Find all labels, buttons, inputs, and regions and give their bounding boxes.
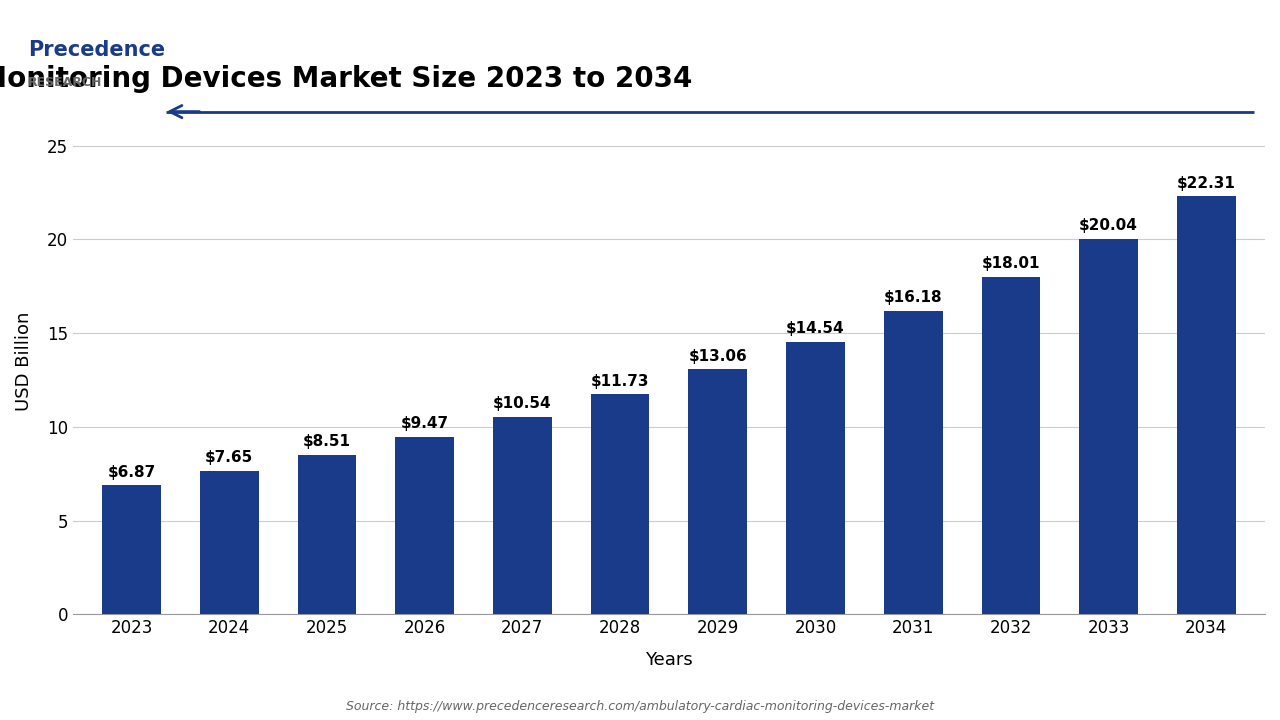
Text: Precedence: Precedence (28, 40, 165, 60)
Bar (396, 437, 454, 614)
Text: $18.01: $18.01 (982, 256, 1041, 271)
Text: $6.87: $6.87 (108, 465, 156, 480)
Text: RESEARCH: RESEARCH (28, 76, 102, 89)
Bar (102, 485, 161, 614)
Bar (884, 311, 942, 614)
Text: $22.31: $22.31 (1176, 176, 1235, 191)
Bar (1178, 196, 1235, 614)
Text: $7.65: $7.65 (205, 450, 253, 465)
Text: $8.51: $8.51 (303, 434, 351, 449)
Bar (689, 369, 748, 614)
Bar (298, 455, 356, 614)
Bar (1079, 238, 1138, 614)
Y-axis label: USD Billion: USD Billion (15, 312, 33, 411)
Bar (591, 395, 649, 614)
Bar (200, 471, 259, 614)
X-axis label: Years: Years (645, 651, 692, 669)
Text: Source: https://www.precedenceresearch.com/ambulatory-cardiac-monitoring-devices: Source: https://www.precedenceresearch.c… (346, 700, 934, 713)
Text: $9.47: $9.47 (401, 416, 449, 431)
Text: $10.54: $10.54 (493, 396, 552, 411)
Bar (982, 276, 1041, 614)
Text: $20.04: $20.04 (1079, 218, 1138, 233)
Text: $13.06: $13.06 (689, 349, 748, 364)
Bar (493, 417, 552, 614)
Text: $16.18: $16.18 (884, 290, 942, 305)
Bar (786, 342, 845, 614)
Text: $14.54: $14.54 (786, 321, 845, 336)
Text: $11.73: $11.73 (591, 374, 649, 389)
Text: Ambulatory Cardiac Monitoring Devices Market Size 2023 to 2034: Ambulatory Cardiac Monitoring Devices Ma… (0, 66, 692, 94)
